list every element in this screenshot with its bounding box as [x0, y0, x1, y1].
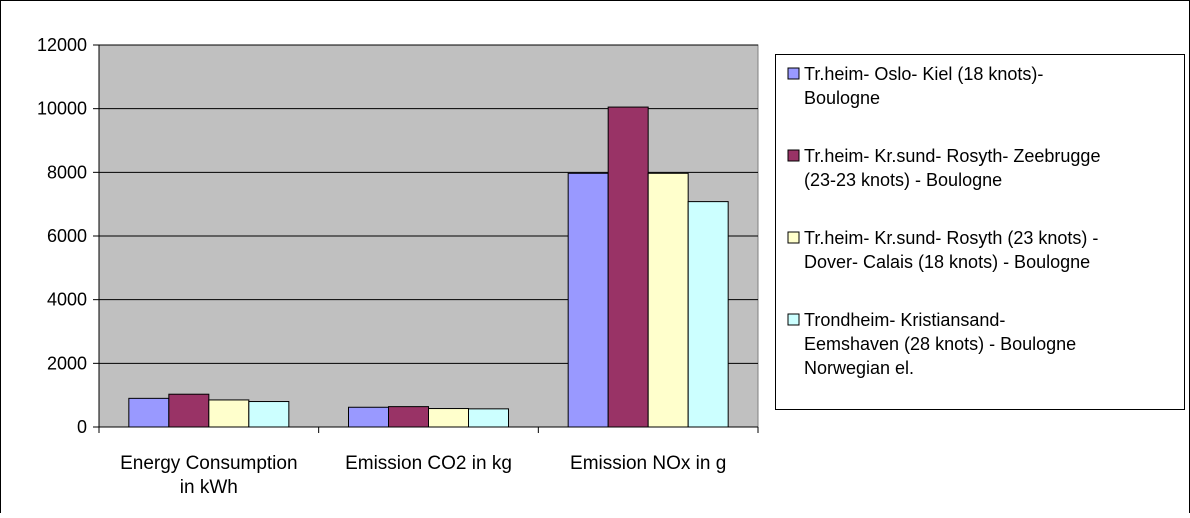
y-tick-label: 10000 [37, 99, 87, 119]
legend-swatch [787, 231, 800, 244]
x-tick-label: Emission CO2 in kg [345, 453, 512, 474]
x-tick-label: Energy Consumption [120, 453, 297, 474]
legend-label: Tr.heim- Oslo- Kiel (18 knots)- [804, 64, 1043, 84]
y-tick-label: 2000 [47, 353, 87, 373]
legend-label: Tr.heim- Kr.sund- Rosyth- Zeebrugge [804, 146, 1100, 166]
legend-label: Trondheim- Kristiansand- [804, 310, 1005, 330]
legend-box [775, 54, 1185, 410]
bar [168, 393, 210, 428]
legend-label: (23-23 knots) - Boulogne [804, 170, 1002, 190]
y-tick-label: 4000 [47, 290, 87, 310]
legend-swatch [787, 67, 800, 80]
y-tick-label: 12000 [37, 35, 87, 55]
legend-label: Norwegian el. [804, 358, 914, 378]
legend-swatch [787, 313, 800, 326]
bar [647, 172, 689, 428]
y-tick-label: 8000 [47, 162, 87, 182]
bars [128, 106, 729, 428]
legend-label: Eemshaven (28 knots) - Boulogne [804, 334, 1076, 354]
bar [428, 408, 469, 428]
legend-label: Dover- Calais (18 knots) - Boulogne [804, 252, 1090, 272]
x-tick-label: Emission NOx in g [570, 453, 726, 474]
legend: Tr.heim- Oslo- Kiel (18 knots)- Boulogne T… [775, 54, 1185, 410]
legend-label: Tr.heim- Kr.sund- Rosyth (23 knots) - [804, 228, 1098, 248]
x-tick-label: in kWh [180, 477, 238, 498]
bar [128, 397, 170, 428]
bar [607, 106, 649, 428]
bar [208, 399, 250, 428]
bar [348, 406, 389, 428]
bar [468, 408, 509, 428]
bar [687, 201, 729, 428]
bar [567, 172, 609, 428]
legend-swatch [787, 149, 800, 162]
bar [248, 401, 290, 428]
x-axis: Energy Consumption in kWh Emission CO2 in … [98, 426, 759, 498]
legend-label: Boulogne [804, 88, 880, 108]
y-tick-label: 0 [77, 417, 87, 437]
y-tick-label: 6000 [47, 226, 87, 246]
bar [388, 406, 429, 428]
y-axis: 0 2000 4000 6000 8000 10000 12000 [37, 35, 100, 437]
